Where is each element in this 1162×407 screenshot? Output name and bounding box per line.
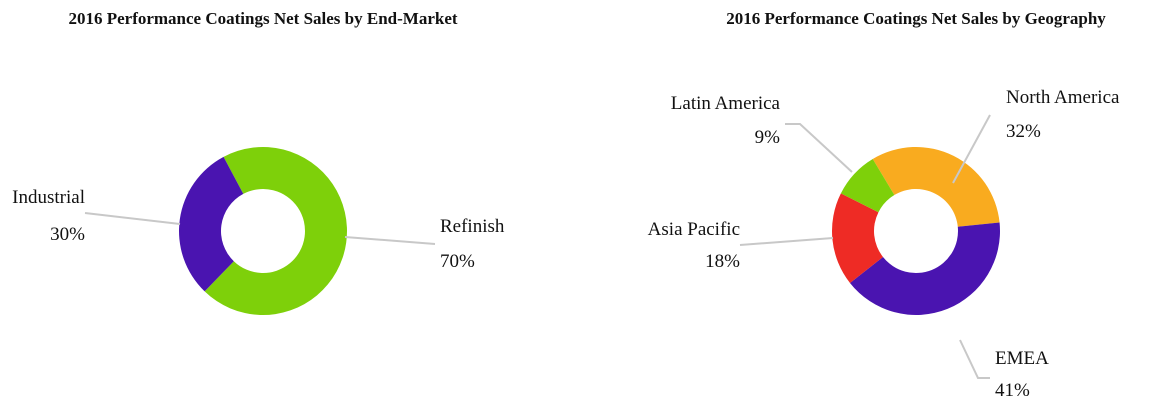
segment-value: 9% (755, 127, 781, 148)
segment-label: Asia Pacific (648, 219, 740, 240)
segment-value: 32% (1006, 121, 1041, 142)
leader-line (785, 123, 853, 173)
donut-segment (831, 193, 883, 283)
leader-line (739, 237, 834, 246)
donut-segment (872, 146, 1000, 227)
segment-label: North America (1006, 87, 1120, 108)
leader-line (952, 114, 991, 184)
donut-segment (179, 156, 244, 292)
segment-value: 41% (995, 380, 1030, 401)
donut-segment (204, 147, 347, 316)
chart-title: 2016 Performance Coatings Net Sales by E… (68, 9, 457, 28)
leader-line (344, 236, 436, 245)
segment-label: Latin America (671, 93, 781, 114)
segment-value: 70% (440, 251, 475, 272)
segment-label: Industrial (12, 187, 85, 208)
segment-value: 18% (705, 251, 740, 272)
leader-line (959, 339, 990, 379)
segment-label: Refinish (440, 216, 505, 237)
chart-title: 2016 Performance Coatings Net Sales by G… (726, 9, 1106, 28)
donut-segment (840, 158, 895, 213)
segment-label: EMEA (995, 348, 1049, 369)
donut-segment (849, 222, 1001, 316)
segment-value: 30% (50, 224, 85, 245)
leader-line (84, 212, 181, 225)
